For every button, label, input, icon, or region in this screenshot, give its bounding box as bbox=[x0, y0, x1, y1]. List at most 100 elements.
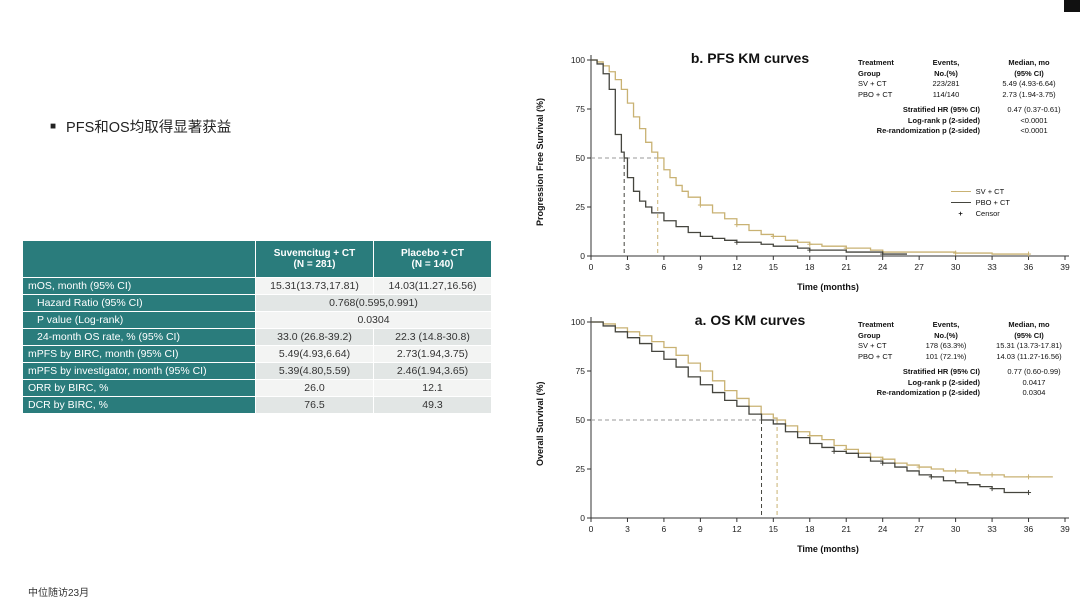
x-tick-label: 12 bbox=[732, 262, 742, 272]
row-label: 24-month OS rate, % (95% CI) bbox=[22, 328, 256, 346]
y-tick-label: 50 bbox=[576, 153, 586, 163]
x-tick-label: 21 bbox=[841, 524, 851, 534]
row-label: mPFS by investigator, month (95% CI) bbox=[22, 362, 256, 380]
stats-col-header: Events, No.(%) bbox=[932, 58, 960, 78]
censor-plus-icon: + bbox=[958, 209, 963, 218]
y-tick-label: 50 bbox=[576, 415, 586, 425]
stats-grid: Treatment Group Events, No.(%) Median, mo … bbox=[858, 58, 1080, 100]
row-label: DCR by BIRC, % bbox=[22, 396, 256, 414]
stats-cell: SV + CT bbox=[858, 341, 887, 350]
stats-extra-value: 0.77 (0.60-0.99) bbox=[1007, 367, 1061, 376]
y-tick-label: 100 bbox=[571, 317, 585, 327]
stats-extra-label: Log-rank p (2-sided) bbox=[907, 115, 980, 125]
x-tick-label: 9 bbox=[698, 524, 703, 534]
stats-col-header: Treatment Group bbox=[858, 58, 894, 78]
stats-extra-grid: Stratified HR (95% CI) 0.47 (0.37-0.61) Lo… bbox=[858, 105, 1080, 137]
x-tick-label: 6 bbox=[662, 524, 667, 534]
row-value: 76.5 bbox=[255, 396, 374, 414]
x-tick-label: 27 bbox=[914, 524, 924, 534]
y-tick-label: 0 bbox=[580, 513, 585, 523]
x-tick-label: 24 bbox=[878, 524, 888, 534]
row-label: mPFS by BIRC, month (95% CI) bbox=[22, 345, 256, 363]
x-tick-label: 18 bbox=[805, 262, 815, 272]
stats-extra-grid: Stratified HR (95% CI) 0.77 (0.60-0.99) Lo… bbox=[858, 367, 1080, 399]
column-header: Suvemcitug + CT (N = 281) bbox=[255, 240, 374, 278]
stats-cell: 2.73 (1.94-3.75) bbox=[1002, 89, 1056, 99]
column-header-empty bbox=[22, 240, 256, 278]
screen-corner-artifact bbox=[1064, 0, 1080, 12]
y-axis-label: Overall Survival (%) bbox=[535, 381, 545, 467]
stats-col-header: Treatment Group bbox=[858, 320, 894, 340]
table-row: DCR by BIRC, % 76.5 49.3 bbox=[22, 396, 492, 414]
x-tick-label: 27 bbox=[914, 262, 924, 272]
x-tick-label: 15 bbox=[769, 524, 779, 534]
stats-extra-value: 0.47 (0.37-0.61) bbox=[1007, 105, 1061, 114]
km-panel: a. OS KM curves Overall Survival (%) 0 25… bbox=[535, 308, 1080, 566]
stats-cell: 101 (72.1%) bbox=[925, 351, 967, 361]
row-value: 5.39(4.80,5.59) bbox=[255, 362, 374, 380]
legend-item: SV + CT bbox=[950, 186, 1010, 197]
chart-title: a. OS KM curves bbox=[694, 312, 806, 328]
x-tick-label: 33 bbox=[987, 262, 997, 272]
results-table-container: Suvemcitug + CT (N = 281) Placebo + CT (N… bbox=[22, 240, 492, 414]
results-table-head-row: Suvemcitug + CT (N = 281) Placebo + CT (N… bbox=[22, 240, 492, 278]
stats-cell: 223/281 bbox=[932, 79, 960, 88]
y-tick-label: 0 bbox=[580, 251, 585, 261]
row-value: 49.3 bbox=[373, 396, 492, 414]
stats-col-header: Median, mo (95% CI) bbox=[1008, 58, 1050, 78]
x-tick-label: 6 bbox=[662, 262, 667, 272]
stats-cell: 15.31 (13.73-17.81) bbox=[996, 341, 1062, 350]
row-value: 12.1 bbox=[373, 379, 492, 397]
stats-grid: Treatment Group Events, No.(%) Median, mo … bbox=[858, 320, 1080, 362]
y-tick-label: 75 bbox=[576, 366, 586, 376]
y-tick-label: 25 bbox=[576, 464, 586, 474]
stats-extra-value: 0.0417 bbox=[1022, 377, 1046, 387]
row-value: 33.0 (26.8-39.2) bbox=[255, 328, 374, 346]
headline-text: PFS和OS均取得显著获益 bbox=[66, 120, 232, 136]
footnote: 中位随访23月 bbox=[28, 588, 90, 599]
x-tick-label: 30 bbox=[951, 524, 961, 534]
table-row: Hazard Ratio (95% CI) 0.768(0.595,0.991) bbox=[22, 294, 492, 312]
stats-block: Treatment Group Events, No.(%) Median, mo … bbox=[858, 58, 1080, 137]
legend-item: + Censor bbox=[951, 208, 1010, 219]
km-panel: b. PFS KM curves Progression Free Surviv… bbox=[535, 46, 1080, 304]
x-tick-label: 3 bbox=[625, 262, 630, 272]
row-label: Hazard Ratio (95% CI) bbox=[22, 294, 256, 312]
x-tick-label: 3 bbox=[625, 524, 630, 534]
results-table: Suvemcitug + CT (N = 281) Placebo + CT (N… bbox=[22, 240, 492, 414]
chart-title: b. PFS KM curves bbox=[690, 50, 810, 66]
x-tick-label: 18 bbox=[805, 524, 815, 534]
row-value: 22.3 (14.8-30.8) bbox=[373, 328, 492, 346]
stats-cell: 178 (63.3%) bbox=[925, 341, 967, 350]
table-row: mPFS by BIRC, month (95% CI) 5.49(4.93,6.… bbox=[22, 345, 492, 363]
results-table-body: mOS, month (95% CI) 15.31(13.73,17.81) 14.… bbox=[22, 277, 492, 414]
column-header: Placebo + CT (N = 140) bbox=[373, 240, 492, 278]
x-tick-label: 33 bbox=[987, 524, 997, 534]
stats-cell: PBO + CT bbox=[858, 89, 893, 99]
x-axis-label: Time (months) bbox=[797, 282, 859, 292]
legend: SV + CT PBO + CT + Censor bbox=[950, 186, 1010, 219]
row-value-merged: 0.0304 bbox=[255, 311, 492, 329]
row-label: mOS, month (95% CI) bbox=[22, 277, 256, 295]
legend-label: Censor bbox=[975, 209, 1000, 218]
x-tick-label: 36 bbox=[1024, 262, 1034, 272]
x-tick-label: 24 bbox=[878, 262, 888, 272]
table-row: P value (Log-rank) 0.0304 bbox=[22, 311, 492, 329]
stats-extra-value: <0.0001 bbox=[1020, 126, 1048, 135]
legend-item: PBO + CT bbox=[950, 197, 1010, 208]
legend-line-icon bbox=[950, 191, 971, 192]
stats-cell: 5.49 (4.93-6.64) bbox=[1002, 79, 1056, 88]
stats-extra-value: <0.0001 bbox=[1020, 115, 1048, 125]
x-tick-label: 15 bbox=[769, 262, 779, 272]
stats-extra-label: Stratified HR (95% CI) bbox=[902, 367, 980, 376]
x-tick-label: 21 bbox=[841, 262, 851, 272]
x-tick-label: 36 bbox=[1024, 524, 1034, 534]
x-tick-label: 9 bbox=[698, 262, 703, 272]
x-tick-label: 39 bbox=[1060, 524, 1070, 534]
row-label: P value (Log-rank) bbox=[22, 311, 256, 329]
headline: ■ PFS和OS均取得显著获益 bbox=[50, 116, 231, 137]
stats-col-header: Median, mo (95% CI) bbox=[1008, 320, 1050, 340]
